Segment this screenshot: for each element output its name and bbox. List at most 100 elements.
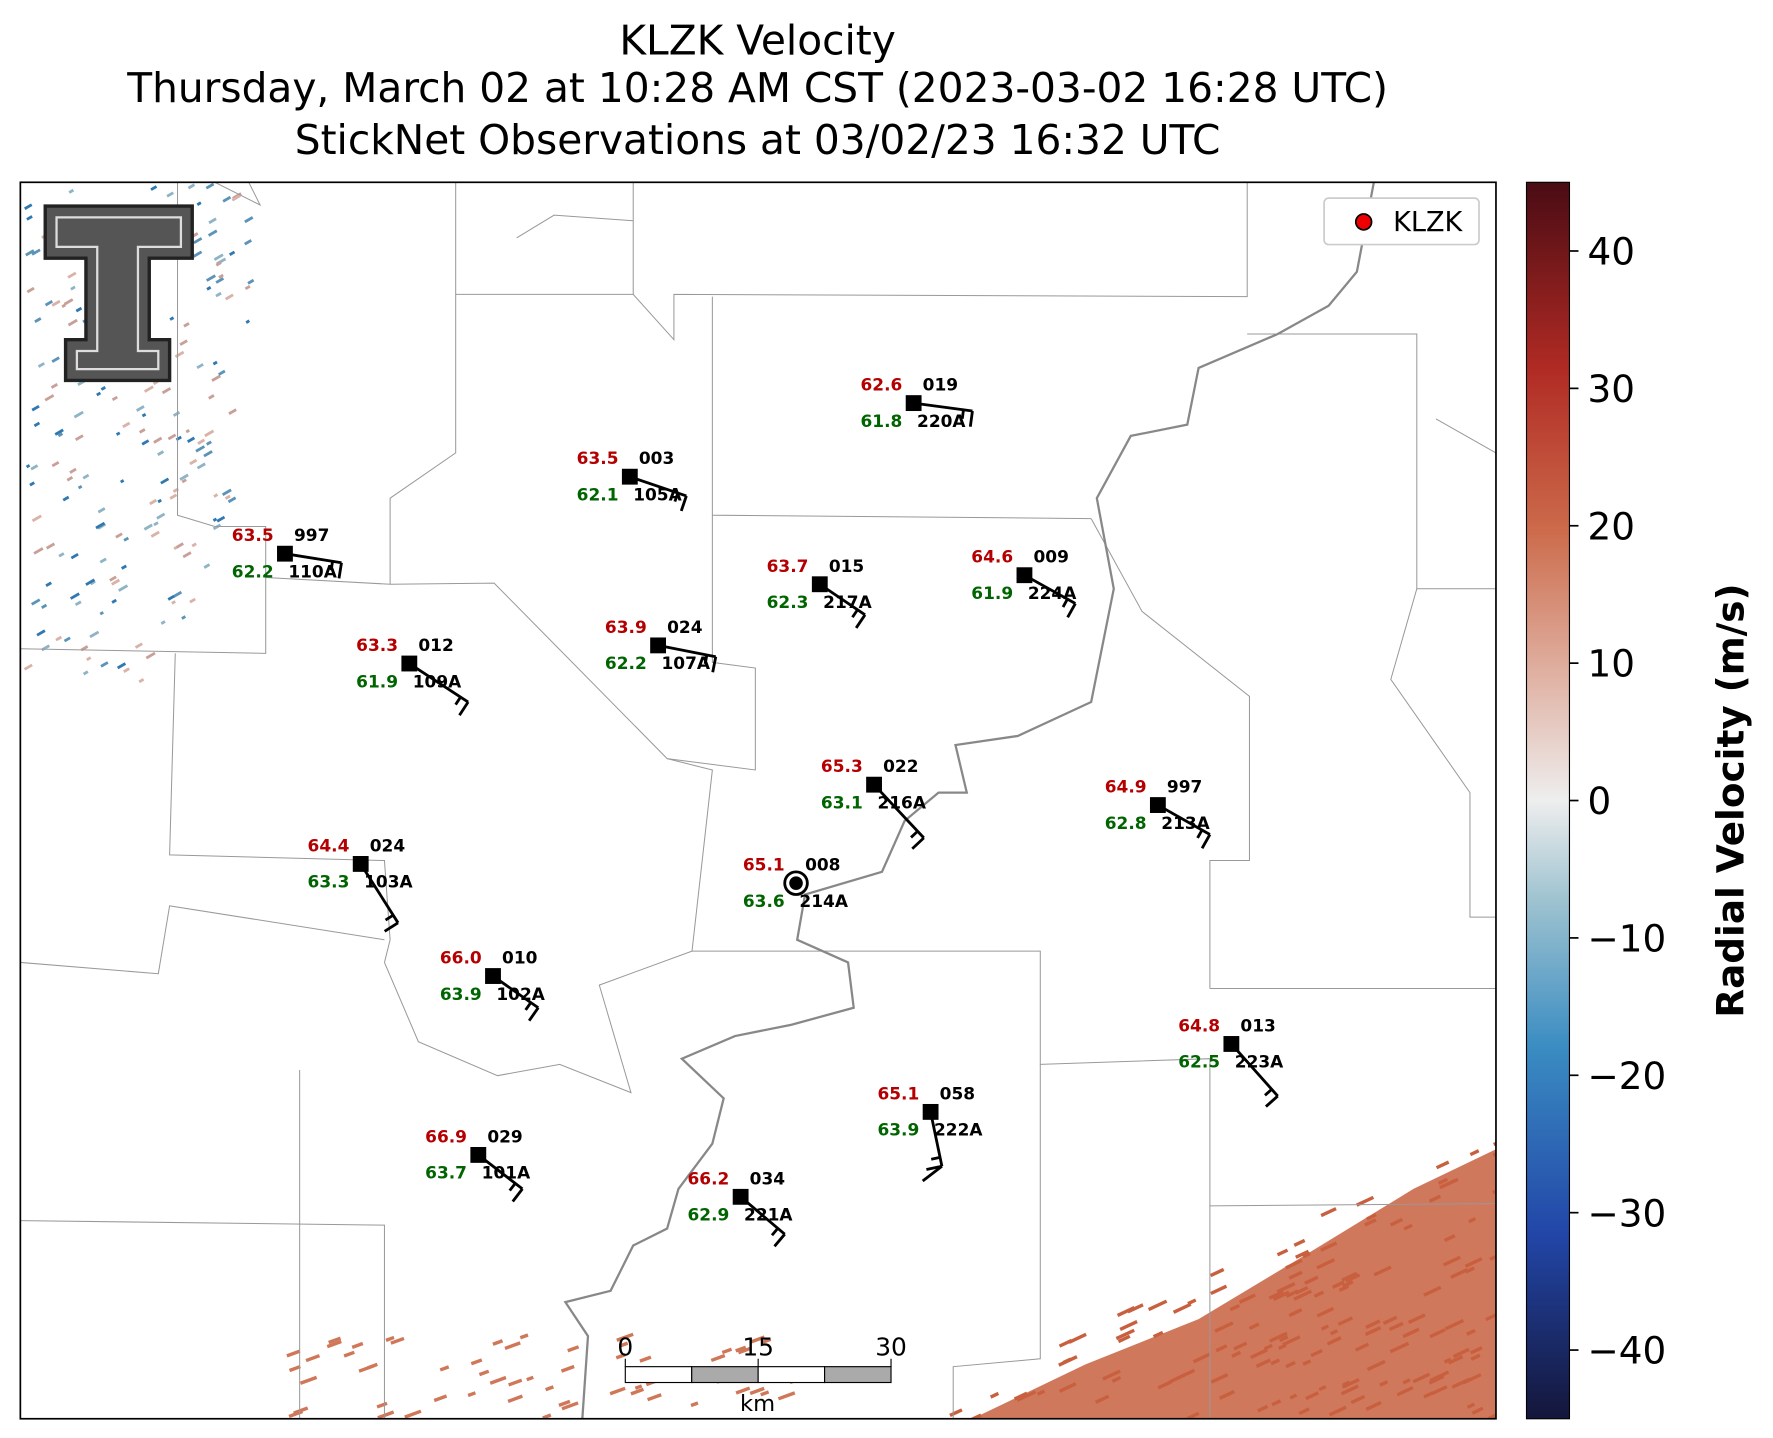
- echo: [288, 1364, 301, 1373]
- echo: [376, 1401, 388, 1409]
- echo: [1320, 1324, 1329, 1331]
- wind-barb-flag: [1264, 1094, 1279, 1108]
- station: 66.9 029 63.7 101A: [425, 1127, 531, 1203]
- echo: [167, 594, 175, 601]
- echo: [227, 496, 237, 504]
- station-id: 109A: [413, 672, 462, 692]
- echo: [1304, 1275, 1319, 1285]
- echo: [558, 1399, 571, 1407]
- echo: [111, 598, 117, 604]
- echo: [111, 578, 121, 586]
- echo: [63, 636, 71, 643]
- echo: [1439, 1177, 1459, 1190]
- echo: [1382, 1315, 1398, 1325]
- wind-barb-flag: [1061, 598, 1069, 608]
- echo: [82, 473, 90, 480]
- echo: [1117, 1334, 1131, 1344]
- echo: [1389, 1341, 1410, 1354]
- wind-barb-flag: [511, 1188, 524, 1203]
- temperature: 66.9: [425, 1127, 467, 1147]
- echo: [26, 215, 33, 221]
- echo: [247, 278, 255, 285]
- station: 63.7 015 62.3 217A: [767, 557, 873, 629]
- echo: [25, 464, 31, 469]
- echo: [1443, 1234, 1456, 1242]
- wind-barb-flag: [458, 701, 470, 717]
- echo: [1364, 1218, 1377, 1227]
- echo: [24, 203, 33, 210]
- pressure: 034: [750, 1169, 786, 1189]
- echo: [244, 239, 253, 246]
- echo: [1295, 1249, 1310, 1259]
- dewpoint: 63.9: [877, 1121, 919, 1141]
- echo: [160, 620, 166, 625]
- stations: 62.6 019 61.8 220A 63.5 003 62.1 105A 63.5 997 62.…: [232, 376, 1284, 1248]
- temperature: 66.2: [687, 1169, 729, 1189]
- echo: [385, 1335, 395, 1342]
- dewpoint: 62.5: [1178, 1053, 1220, 1073]
- echo: [68, 188, 75, 194]
- echo: [1276, 1248, 1289, 1257]
- pressure: 009: [1033, 548, 1068, 568]
- echo: [67, 271, 77, 279]
- pressure: 013: [1240, 1017, 1275, 1037]
- echo: [160, 477, 170, 485]
- dewpoint: 62.8: [1105, 814, 1147, 834]
- echo: [231, 194, 242, 202]
- echo: [212, 517, 218, 522]
- station-id: 224A: [1028, 584, 1077, 604]
- echo: [31, 404, 40, 412]
- echo: [351, 1341, 364, 1349]
- echo: [55, 635, 63, 642]
- station-id: 222A: [934, 1121, 983, 1141]
- echo: [169, 316, 175, 321]
- scale-segment: [824, 1366, 892, 1384]
- map-area: 62.6 019 61.8 220A 63.5 003 62.1 105A 63.5 997 62.…: [20, 182, 1496, 1419]
- echo: [1320, 1241, 1338, 1252]
- station-marker: [1016, 567, 1033, 584]
- echo: [212, 360, 218, 366]
- wind-barb-flag: [960, 409, 965, 419]
- echo: [215, 277, 225, 284]
- echo: [37, 362, 45, 368]
- echo: [1255, 1358, 1271, 1368]
- pressure: 003: [639, 449, 674, 469]
- echo: [145, 651, 156, 660]
- echo: [225, 293, 234, 301]
- station-id: 221A: [744, 1206, 793, 1226]
- colorbar-scale: [1525, 181, 1571, 1420]
- echo: [299, 1375, 318, 1385]
- echo: [1464, 1257, 1483, 1268]
- wind-barb: [1230, 1043, 1279, 1097]
- echo: [211, 374, 221, 382]
- station: 65.1 058 63.9 222A: [877, 1084, 983, 1183]
- title-line: StickNet Observations at 03/02/23 16:32 …: [295, 116, 1221, 164]
- echo: [1285, 1258, 1303, 1270]
- echo: [245, 319, 251, 324]
- echo: [1305, 1391, 1320, 1401]
- echo: [1318, 1385, 1327, 1392]
- colorbar-tick-label: −30: [1588, 1191, 1667, 1235]
- echo: [221, 488, 232, 496]
- dewpoint: 62.3: [767, 593, 809, 613]
- echo: [545, 1385, 554, 1392]
- station: 64.9 997 62.8 213A: [1105, 778, 1212, 849]
- station-id: 220A: [917, 412, 966, 432]
- temperature: 66.0: [440, 949, 482, 969]
- echo: [115, 532, 123, 539]
- echo: [761, 1337, 772, 1345]
- echo: [343, 1350, 355, 1358]
- echo: [1310, 1348, 1323, 1358]
- echo: [286, 1349, 301, 1358]
- echo: [156, 512, 166, 520]
- echo: [949, 1408, 963, 1418]
- station: 63.5 003 62.1 105A: [577, 449, 688, 512]
- echo: [228, 250, 236, 256]
- echo: [205, 182, 215, 190]
- echo: [1468, 1217, 1477, 1224]
- echo: [1276, 1282, 1296, 1294]
- echo: [33, 421, 41, 428]
- echo: [1337, 1316, 1354, 1326]
- echo: [1316, 1306, 1335, 1318]
- colorbar: Radial Velocity (m/s) −40 −30 −20 −10 0 10 20 3…: [1525, 181, 1753, 1420]
